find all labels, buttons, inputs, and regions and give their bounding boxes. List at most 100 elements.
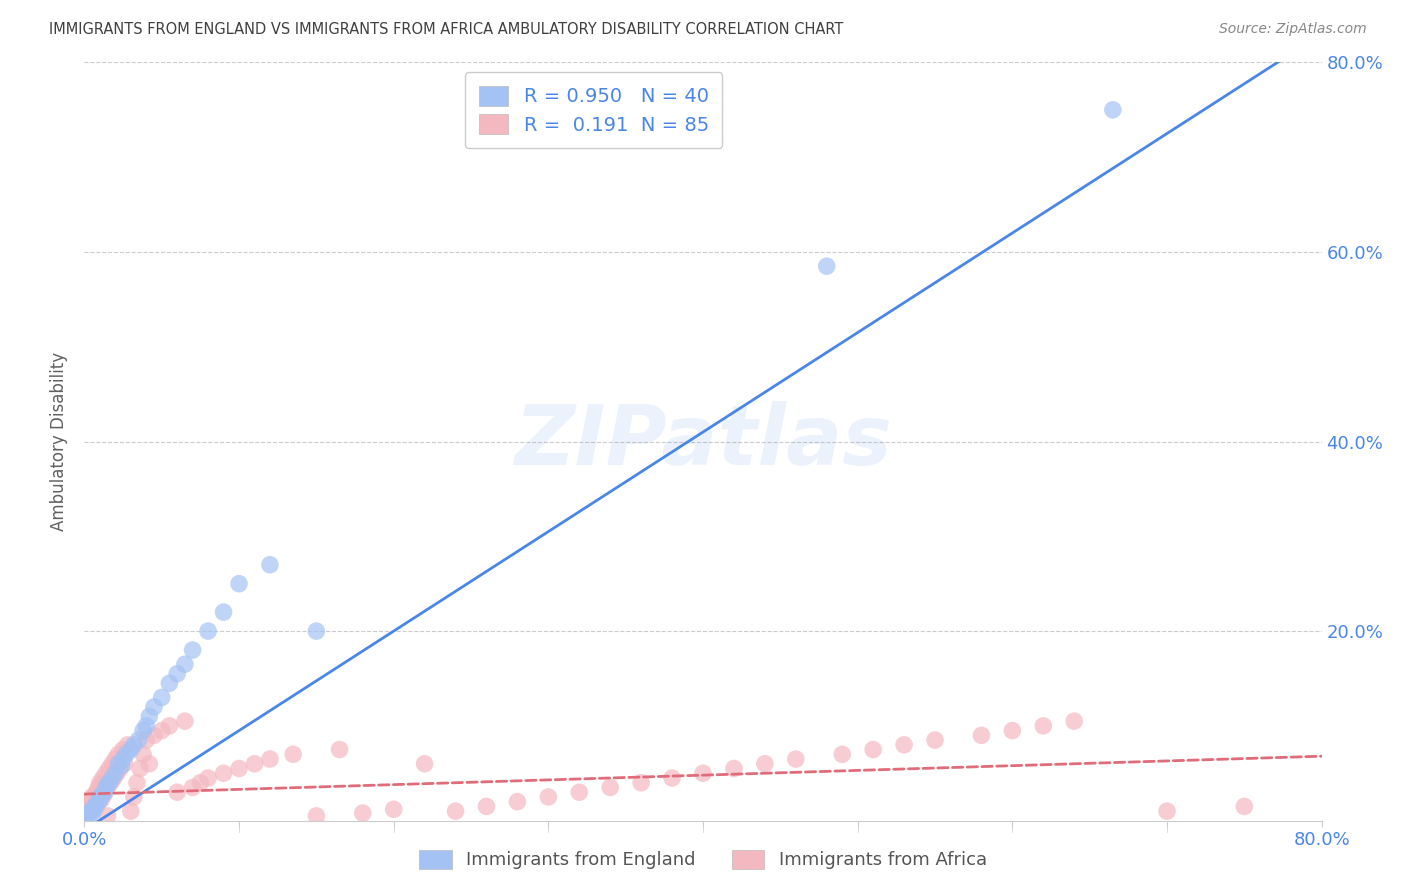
Point: [107, 747, 129, 762]
Point: [197, 771, 219, 785]
Point: [174, 657, 197, 672]
Point: [1063, 714, 1085, 728]
Point: [785, 752, 807, 766]
Point: [413, 756, 436, 771]
Point: [112, 752, 135, 766]
Text: IMMIGRANTS FROM ENGLAND VS IMMIGRANTS FROM AFRICA AMBULATORY DISABILITY CORRELAT: IMMIGRANTS FROM ENGLAND VS IMMIGRANTS FR…: [49, 22, 844, 37]
Point: [181, 643, 204, 657]
Point: [105, 766, 128, 780]
Point: [77, 806, 100, 821]
Point: [100, 776, 122, 790]
Point: [96, 809, 118, 823]
Point: [568, 785, 591, 799]
Point: [135, 719, 157, 733]
Point: [79, 804, 101, 818]
Point: [228, 576, 250, 591]
Point: [212, 605, 235, 619]
Point: [125, 776, 148, 790]
Point: [537, 789, 560, 804]
Y-axis label: Ambulatory Disability: Ambulatory Disability: [51, 352, 69, 531]
Point: [305, 809, 328, 823]
Point: [1102, 103, 1125, 117]
Point: [150, 690, 173, 705]
Text: ZIPatlas: ZIPatlas: [515, 401, 891, 482]
Point: [83, 793, 105, 807]
Point: [212, 766, 235, 780]
Point: [122, 738, 145, 752]
Point: [197, 624, 219, 639]
Point: [138, 709, 160, 723]
Point: [79, 808, 101, 822]
Point: [77, 802, 100, 816]
Text: Source: ZipAtlas.com: Source: ZipAtlas.com: [1219, 22, 1367, 37]
Point: [831, 747, 853, 762]
Point: [104, 766, 127, 780]
Point: [83, 804, 105, 818]
Point: [143, 728, 166, 742]
Point: [87, 780, 110, 795]
Point: [1156, 804, 1178, 818]
Point: [120, 742, 142, 756]
Point: [132, 747, 155, 762]
Point: [924, 733, 946, 747]
Point: [174, 714, 197, 728]
Point: [166, 785, 188, 799]
Point: [82, 799, 104, 814]
Point: [1233, 799, 1256, 814]
Point: [112, 742, 135, 756]
Point: [1032, 719, 1054, 733]
Point: [862, 742, 884, 756]
Point: [96, 780, 118, 795]
Point: [91, 787, 114, 801]
Point: [93, 787, 115, 801]
Point: [82, 802, 104, 816]
Point: [83, 802, 105, 816]
Point: [475, 799, 498, 814]
Point: [1001, 723, 1024, 738]
Point: [281, 747, 305, 762]
Point: [90, 793, 112, 807]
Point: [143, 699, 166, 714]
Point: [84, 787, 107, 801]
Point: [661, 771, 683, 785]
Point: [893, 738, 915, 752]
Point: [79, 795, 101, 809]
Point: [90, 778, 112, 792]
Point: [82, 789, 104, 804]
Point: [692, 766, 714, 780]
Point: [444, 804, 467, 818]
Point: [89, 776, 111, 790]
Point: [135, 733, 157, 747]
Point: [723, 762, 745, 776]
Point: [96, 778, 118, 792]
Point: [98, 776, 121, 790]
Point: [93, 785, 115, 799]
Point: [77, 797, 100, 811]
Point: [103, 771, 125, 785]
Point: [630, 776, 652, 790]
Point: [305, 624, 328, 639]
Point: [101, 771, 124, 785]
Legend: Immigrants from England, Immigrants from Africa: Immigrants from England, Immigrants from…: [411, 841, 995, 879]
Point: [98, 762, 121, 776]
Point: [259, 752, 281, 766]
Point: [76, 806, 98, 821]
Point: [114, 756, 136, 771]
Point: [89, 789, 111, 804]
Point: [754, 756, 776, 771]
Point: [243, 756, 266, 771]
Point: [115, 747, 138, 762]
Point: [86, 797, 108, 811]
Point: [94, 766, 117, 780]
Point: [104, 752, 127, 766]
Point: [352, 806, 374, 821]
Point: [506, 795, 529, 809]
Point: [599, 780, 621, 795]
Point: [815, 259, 838, 273]
Point: [166, 666, 188, 681]
Point: [159, 676, 180, 690]
Point: [138, 756, 160, 771]
Point: [76, 799, 98, 814]
Point: [108, 762, 131, 776]
Point: [132, 723, 155, 738]
